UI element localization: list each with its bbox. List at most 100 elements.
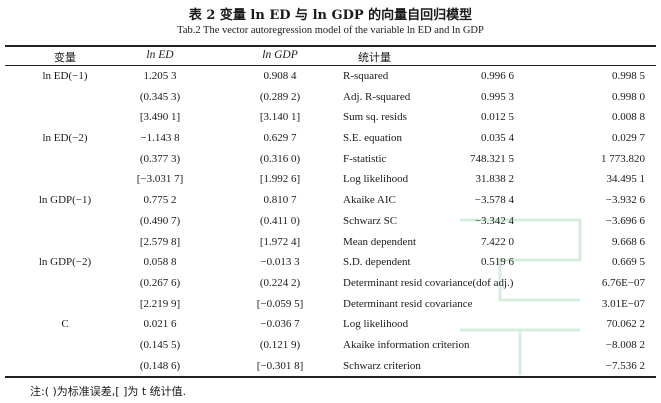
row-ln-gdp: [−0.301 8] — [256, 359, 304, 372]
row-stat-value-2: −3.932 6 — [605, 194, 645, 207]
row-statistic: Determinant resid covariance(dof adj.) — [343, 276, 514, 289]
row-stat-value-2: 0.008 8 — [612, 111, 645, 124]
row-statistic: Determinant resid covariance — [343, 297, 473, 310]
row-ln-ed: [2.219 9] — [139, 297, 181, 310]
header-variable: 变量 — [54, 51, 76, 64]
row-stat-value-2: −3.696 6 — [605, 214, 645, 227]
row-stat-value-1: 0.012 5 — [481, 111, 514, 124]
row-ln-gdp: (0.121 9) — [259, 338, 301, 351]
row-ln-ed: −1.143 8 — [140, 132, 180, 145]
row-statistic: S.D. dependent — [343, 256, 411, 269]
row-ln-ed: (0.377 3) — [139, 152, 181, 165]
row-ln-gdp: (0.224 2) — [259, 276, 301, 289]
row-stat-value-2: 34.495 1 — [606, 173, 646, 186]
table-body: ln ED(−1) 1.205 3 0.908 4 R-squared 0.996 6 0… — [0, 68, 661, 378]
row-ln-gdp: (0.289 2) — [259, 90, 301, 103]
table-row: (0.490 7) (0.411 0) Schwarz SC −3.342 4 −3.6… — [0, 213, 661, 234]
row-stat-value-1: 0.996 6 — [481, 70, 514, 82]
bottom-rule — [5, 376, 656, 378]
table-subtitle: Tab.2 The vector autoregression model of… — [177, 25, 484, 36]
row-variable: ln ED(−1) — [42, 70, 88, 82]
row-ln-ed: (0.145 5) — [139, 338, 181, 351]
row-statistic: Schwarz criterion — [343, 359, 421, 372]
table-row: (0.145 5) (0.121 9) Akaike information cri… — [0, 337, 661, 358]
row-ln-gdp: (0.411 0) — [260, 214, 300, 227]
table-row: ln GDP(−1) 0.775 2 0.810 7 Akaike AIC −3.578… — [0, 192, 661, 213]
table-row: (0.345 3) (0.289 2) Adj. R-squared 0.995 3 0… — [0, 89, 661, 110]
row-ln-ed: (0.148 6) — [139, 359, 181, 372]
row-ln-ed: 0.058 8 — [143, 256, 177, 269]
header-ln-gdp: ln GDP — [262, 49, 298, 61]
table-row: C 0.021 6 −0.036 7 Log likelihood 70.062 2 — [0, 316, 661, 337]
row-variable: ln ED(−2) — [42, 132, 88, 145]
row-statistic: Adj. R-squared — [343, 90, 411, 103]
table-row: [2.219 9] [−0.059 5] Determinant resid cov… — [0, 296, 661, 317]
row-stat-value-2: 0.669 5 — [612, 256, 645, 269]
row-stat-value-1: 748.321 5 — [470, 152, 514, 165]
row-statistic: Akaike AIC — [343, 194, 396, 207]
row-ln-ed: (0.267 6) — [139, 276, 181, 289]
row-statistic: R-squared — [343, 70, 389, 82]
watermark-decoration — [460, 218, 582, 375]
row-stat-value-2: −8.008 2 — [605, 338, 645, 351]
row-ln-ed: [−3.031 7] — [136, 173, 184, 186]
row-ln-gdp: 0.629 7 — [263, 132, 297, 145]
row-variable: C — [61, 318, 69, 331]
row-ln-ed: (0.490 7) — [139, 214, 181, 227]
row-ln-gdp: 0.810 7 — [263, 194, 297, 207]
row-ln-gdp: [3.140 1] — [259, 111, 301, 124]
row-stat-value-2: 9.668 6 — [612, 235, 645, 248]
table-row: [−3.031 7] [1.992 6] Log likelihood 31.838 … — [0, 171, 661, 192]
row-variable: ln GDP(−2) — [38, 256, 92, 269]
row-ln-ed: 0.021 6 — [143, 318, 177, 331]
row-statistic: Mean dependent — [343, 235, 416, 248]
row-ln-ed: [3.490 1] — [139, 111, 181, 124]
row-stat-value-2: 0.998 5 — [612, 70, 645, 82]
header-rule — [5, 65, 656, 66]
row-stat-value-1: −3.578 4 — [474, 194, 514, 207]
row-stat-value-1: −3.342 4 — [474, 214, 514, 227]
row-ln-gdp: [1.972 4] — [259, 235, 301, 248]
row-stat-value-1: 31.838 2 — [475, 173, 515, 186]
table-row: ln GDP(−2) 0.058 8 −0.013 3 S.D. dependent 0… — [0, 254, 661, 275]
top-rule — [5, 45, 656, 47]
row-ln-ed: 0.775 2 — [143, 194, 177, 207]
row-ln-gdp: [−0.059 5] — [256, 297, 304, 310]
table-row: (0.267 6) (0.224 2) Determinant resid cova… — [0, 275, 661, 296]
row-stat-value-2: 0.029 7 — [612, 132, 645, 145]
table-title: 表 2 变量 ln ED 与 ln GDP 的向量自回归模型 — [188, 8, 473, 23]
row-ln-ed: 1.205 3 — [143, 70, 177, 82]
row-ln-gdp: (0.316 0) — [259, 152, 301, 165]
row-ln-gdp: [1.992 6] — [259, 173, 301, 186]
row-ln-gdp: −0.036 7 — [260, 318, 300, 331]
table-row: ln ED(−1) 1.205 3 0.908 4 R-squared 0.996 6 0… — [0, 68, 661, 89]
table-row: [2.579 8] [1.972 4] Mean dependent 7.422 0 9… — [0, 234, 661, 255]
row-statistic: S.E. equation — [343, 132, 402, 145]
header-ln-ed: ln ED — [146, 49, 174, 61]
row-stat-value-2: 0.998 0 — [612, 90, 645, 103]
table-row: (0.148 6) [−0.301 8] Schwarz criterion −7.5… — [0, 358, 661, 379]
row-statistic: Akaike information criterion — [343, 338, 470, 351]
row-ln-ed: (0.345 3) — [139, 90, 181, 103]
table-row: [3.490 1] [3.140 1] Sum sq. resids 0.012 5 0… — [0, 109, 661, 130]
row-statistic: Sum sq. resids — [343, 111, 407, 124]
header-statistic: 统计量 — [358, 51, 391, 64]
row-statistic: F-statistic — [343, 152, 387, 165]
row-stat-value-2: 6.76E−07 — [601, 276, 645, 289]
row-ln-ed: [2.579 8] — [139, 235, 181, 248]
row-statistic: Log likelihood — [343, 173, 409, 186]
row-stat-value-2: 3.01E−07 — [601, 297, 645, 310]
table-note: 注:( )为标准误差,[ ]为 t 统计值. — [30, 385, 187, 398]
row-variable: ln GDP(−1) — [38, 194, 92, 207]
row-stat-value-2: −7.536 2 — [605, 359, 645, 372]
row-stat-value-1: 7.422 0 — [481, 235, 514, 248]
row-stat-value-1: 0.995 3 — [481, 90, 514, 103]
table-row: (0.377 3) (0.316 0) F-statistic 748.321 5 1 … — [0, 151, 661, 172]
row-ln-gdp: 0.908 4 — [263, 70, 297, 82]
row-statistic: Log likelihood — [343, 318, 409, 331]
row-stat-value-2: 70.062 2 — [606, 318, 646, 331]
row-ln-gdp: −0.013 3 — [260, 256, 300, 269]
row-stat-value-1: 0.519 6 — [481, 256, 514, 269]
row-stat-value-1: 0.035 4 — [481, 132, 514, 145]
table-row: ln ED(−2) −1.143 8 0.629 7 S.E. equation 0.0… — [0, 130, 661, 151]
